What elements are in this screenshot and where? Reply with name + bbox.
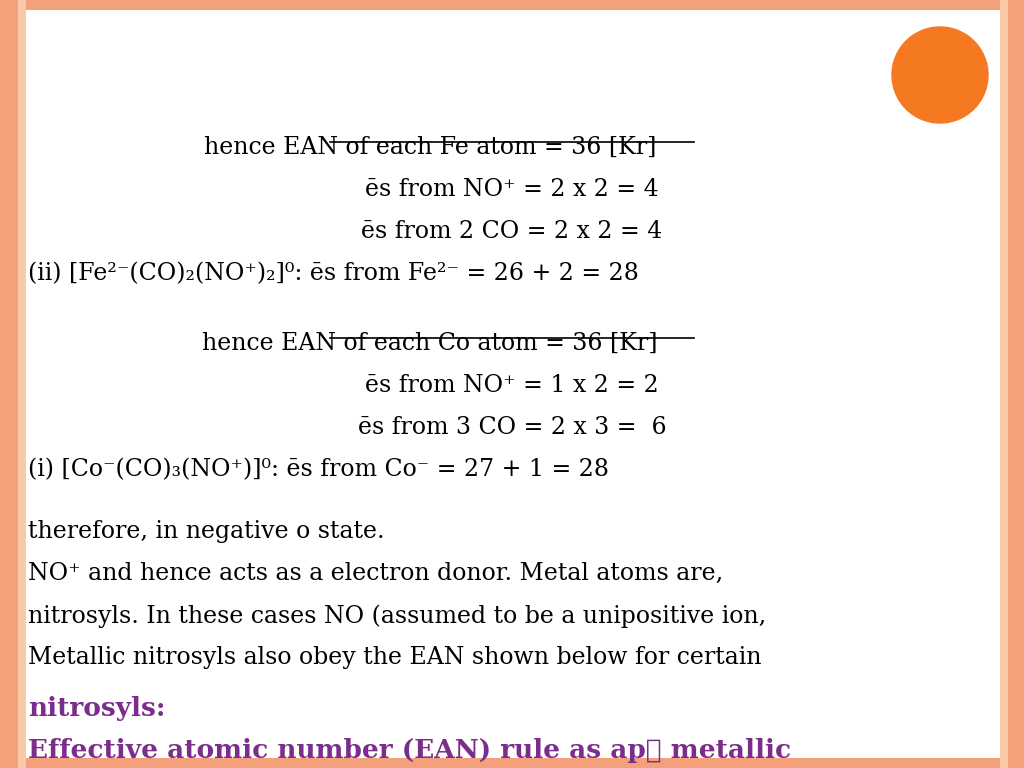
- Text: hence EAN of each Co atom = 36 [Kr]: hence EAN of each Co atom = 36 [Kr]: [203, 332, 657, 355]
- Text: ēs from 2 CO = 2 x 2 = 4: ēs from 2 CO = 2 x 2 = 4: [361, 220, 663, 243]
- FancyBboxPatch shape: [1006, 0, 1024, 768]
- Text: therefore, in negative o state.: therefore, in negative o state.: [28, 520, 385, 543]
- FancyBboxPatch shape: [18, 0, 26, 768]
- Text: hence EAN of each Fe atom = 36 [Kr]: hence EAN of each Fe atom = 36 [Kr]: [204, 136, 656, 159]
- Text: ēs from NO⁺ = 2 x 2 = 4: ēs from NO⁺ = 2 x 2 = 4: [366, 178, 658, 201]
- Text: (i) [Co⁻(CO)₃(NO⁺)]⁰: ēs from Co⁻ = 27 + 1 = 28: (i) [Co⁻(CO)₃(NO⁺)]⁰: ēs from Co⁻ = 27 +…: [28, 458, 609, 481]
- Text: ēs from 3 CO = 2 x 3 =  6: ēs from 3 CO = 2 x 3 = 6: [357, 416, 667, 439]
- Circle shape: [892, 27, 988, 123]
- Text: Metallic nitrosyls also obey the EAN shown below for certain: Metallic nitrosyls also obey the EAN sho…: [28, 646, 762, 669]
- Text: NO⁺ and hence acts as a electron donor. Metal atoms are,: NO⁺ and hence acts as a electron donor. …: [28, 562, 723, 585]
- Text: ēs from NO⁺ = 1 x 2 = 2: ēs from NO⁺ = 1 x 2 = 2: [366, 374, 658, 397]
- FancyBboxPatch shape: [0, 0, 18, 768]
- Text: (ii) [Fe²⁻(CO)₂(NO⁺)₂]⁰: ēs from Fe²⁻ = 26 + 2 = 28: (ii) [Fe²⁻(CO)₂(NO⁺)₂]⁰: ēs from Fe²⁻ = …: [28, 262, 639, 285]
- FancyBboxPatch shape: [1000, 0, 1008, 768]
- Text: nitrosyls:: nitrosyls:: [28, 696, 166, 721]
- FancyBboxPatch shape: [0, 758, 1024, 768]
- Text: nitrosyls. In these cases NO (assumed to be a unipositive ion,: nitrosyls. In these cases NO (assumed to…: [28, 604, 766, 627]
- Text: Effective atomic number (EAN) rule as ap❘ metallic: Effective atomic number (EAN) rule as ap…: [28, 738, 792, 763]
- FancyBboxPatch shape: [0, 0, 1024, 10]
